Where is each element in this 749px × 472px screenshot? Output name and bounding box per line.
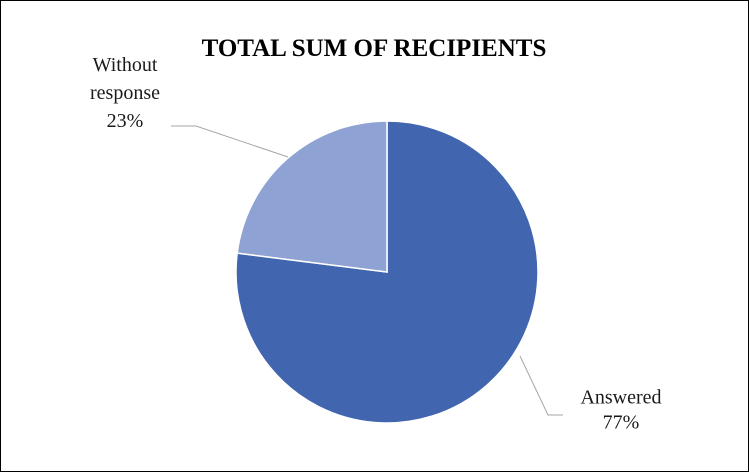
pie-slice-answered (235, 120, 539, 424)
leader-line-without-response (171, 125, 289, 158)
data-label-percent-without-response: 23% (107, 110, 144, 132)
leader-line-answered (519, 355, 563, 416)
pie-slices (235, 120, 539, 424)
chart-title: TOTAL SUM OF RECIPIENTS (202, 35, 547, 62)
data-label-category-without-response: Without (93, 54, 158, 76)
data-label-category-answered: Answered (580, 387, 661, 409)
data-label-category-without-response: response (90, 82, 160, 104)
data-label-percent-answered: 77% (603, 412, 640, 434)
pie-slice-without-response (236, 120, 388, 273)
leader-lines (171, 125, 563, 416)
data-labels: Answered 77% Without response 23% (90, 54, 662, 434)
